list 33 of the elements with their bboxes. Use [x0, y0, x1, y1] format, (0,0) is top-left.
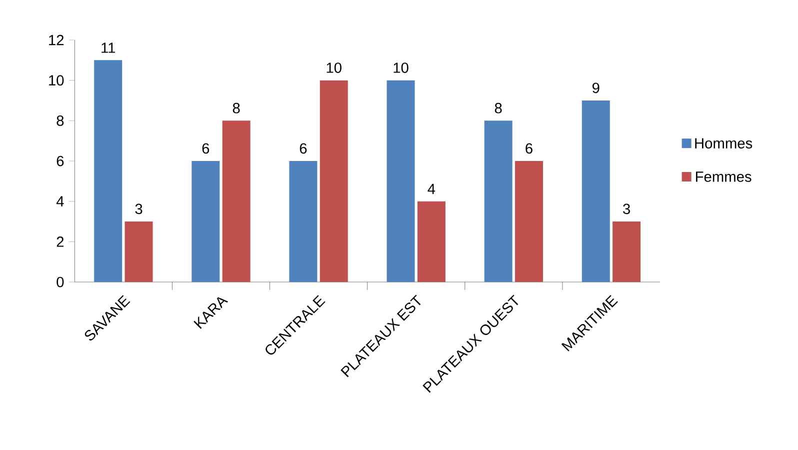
bar [289, 160, 318, 282]
bar [386, 80, 415, 282]
bar [222, 120, 250, 282]
y-tick-label: 6 [56, 156, 64, 166]
data-label: 6 [202, 143, 210, 154]
data-label: 6 [526, 143, 532, 154]
bar [515, 160, 544, 282]
y-tick-label: 8 [56, 115, 64, 126]
y-tick-label: 4 [56, 196, 64, 206]
y-tick-label: 10 [49, 75, 64, 86]
data-label: 8 [494, 102, 502, 114]
legend-label: Hommes [695, 138, 752, 148]
bar [320, 80, 348, 282]
y-tick-label: 0 [56, 276, 64, 288]
bar [612, 222, 641, 282]
data-label: 9 [592, 82, 600, 94]
bar [192, 160, 220, 282]
legend-label: Femmes [696, 172, 752, 182]
data-label: 3 [135, 204, 142, 214]
data-label: 3 [623, 204, 630, 214]
bar [94, 60, 122, 282]
data-label: 10 [394, 62, 408, 73]
y-tick-label: 12 [49, 34, 64, 46]
bar [484, 120, 512, 282]
bar [582, 100, 610, 282]
data-label: 8 [232, 102, 240, 114]
data-label: 10 [326, 62, 342, 73]
data-label: 4 [428, 184, 436, 194]
bar [124, 222, 153, 282]
y-tick-label: 2 [56, 236, 64, 247]
bar [417, 201, 446, 282]
data-label: 11 [102, 42, 116, 53]
data-label: 6 [300, 143, 307, 154]
